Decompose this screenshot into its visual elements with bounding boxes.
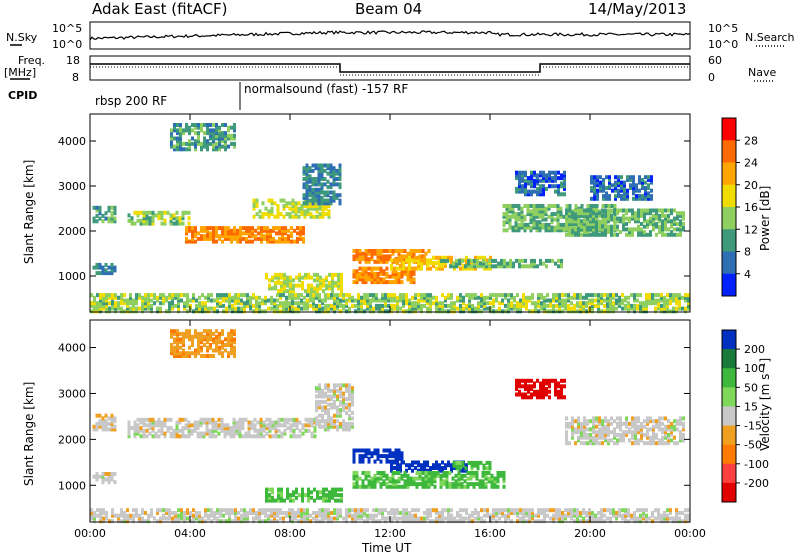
power-heatmap-feature-15 — [590, 175, 653, 201]
power-colorbar-swatch-0 — [722, 118, 736, 141]
power-colorbar-tick-6: 4 — [744, 268, 751, 281]
velocity-heatmap-feature-2 — [93, 472, 117, 484]
power-colorbar-tick-1: 24 — [744, 157, 758, 170]
velocity-heatmap-feature-0 — [170, 329, 236, 358]
velocity-heatmap-ytick-label-2: 3000 — [58, 387, 86, 400]
power-heatmap-feature-7 — [265, 273, 343, 293]
power-colorbar-tick-2: 20 — [744, 179, 758, 192]
velocity-colorbar-tick-5: -50 — [744, 439, 762, 452]
xtick-label-4: 16:00 — [474, 527, 506, 540]
velocity-heatmap-ytick-label-3: 4000 — [58, 342, 86, 355]
velocity-colorbar-swatch-7 — [722, 464, 736, 484]
power-colorbar-swatch-7 — [722, 274, 736, 297]
velocity-heatmap-feature-9 — [453, 461, 492, 471]
power-colorbar-swatch-1 — [722, 140, 736, 163]
xtick-label-2: 08:00 — [274, 527, 306, 540]
power-colorbar-tick-5: 8 — [744, 246, 751, 259]
power-colorbar-swatch-4 — [722, 207, 736, 230]
velocity-colorbar-tick-2: 50 — [744, 381, 758, 394]
power-heatmap-feature-2 — [93, 263, 117, 275]
power-heatmap-feature-14 — [565, 209, 685, 237]
power-colorbar-swatch-2 — [722, 163, 736, 186]
velocity-colorbar-swatch-1 — [722, 349, 736, 369]
xtick-label-3: 12:00 — [374, 527, 406, 540]
xtick-label-0: 00:00 — [74, 527, 106, 540]
power-colorbar-swatch-3 — [722, 185, 736, 208]
velocity-colorbar-swatch-0 — [722, 330, 736, 350]
velocity-heatmap-feature-7 — [353, 471, 506, 489]
velocity-colorbar-swatch-6 — [722, 445, 736, 465]
power-heatmap-ytick-label-3: 4000 — [58, 135, 86, 148]
power-colorbar-tick-4: 12 — [744, 223, 758, 236]
freq-panel-frame — [90, 56, 690, 80]
velocity-colorbar-tick-7: -200 — [744, 477, 769, 490]
power-heatmap-feature-6 — [303, 164, 342, 206]
frequency-trace — [90, 64, 690, 72]
velocity-colorbar-swatch-5 — [722, 426, 736, 446]
power-heatmap-feature-0 — [170, 123, 236, 151]
velocity-heatmap-feature-1 — [93, 414, 117, 432]
xtick-label-5: 20:00 — [574, 527, 606, 540]
power-colorbar-swatch-5 — [722, 229, 736, 252]
velocity-colorbar-swatch-8 — [722, 483, 736, 503]
power-heatmap-feature-4 — [185, 226, 305, 244]
xtick-label-1: 04:00 — [174, 527, 206, 540]
velocity-colorbar-tick-1: 100 — [744, 362, 765, 375]
power-heatmap-ytick-label-2: 3000 — [58, 180, 86, 193]
power-colorbar-tick-3: 16 — [744, 201, 758, 214]
power-colorbar-swatch-6 — [722, 252, 736, 275]
velocity-colorbar-swatch-4 — [722, 406, 736, 426]
velocity-colorbar-tick-6: -100 — [744, 458, 769, 471]
power-heatmap-ytick-label-0: 1000 — [58, 270, 86, 283]
velocity-colorbar-swatch-3 — [722, 387, 736, 407]
velocity-heatmap-ytick-label-1: 2000 — [58, 433, 86, 446]
power-heatmap-ytick-label-1: 2000 — [58, 225, 86, 238]
velocity-heatmap-feature-10 — [515, 379, 566, 400]
power-colorbar-tick-0: 28 — [744, 134, 758, 147]
xtick-label-6: 00:00 — [674, 527, 706, 540]
velocity-colorbar-tick-0: 200 — [744, 343, 765, 356]
velocity-colorbar-tick-4: -15 — [744, 420, 762, 433]
velocity-heatmap-feature-4 — [315, 383, 354, 431]
velocity-heatmap-feature-11 — [565, 416, 685, 445]
velocity-heatmap-feature-8 — [265, 488, 343, 503]
velocity-colorbar-swatch-2 — [722, 368, 736, 388]
velocity-heatmap-feature-3 — [128, 418, 317, 439]
power-heatmap-feature-3 — [128, 211, 191, 226]
power-heatmap-feature-13 — [515, 171, 566, 197]
velocity-colorbar-tick-3: 15 — [744, 400, 758, 413]
power-heatmap-feature-1 — [93, 206, 117, 224]
noise-trace — [90, 31, 690, 40]
nsky-panel-frame — [90, 22, 690, 49]
velocity-heatmap-ytick-label-0: 1000 — [58, 479, 86, 492]
